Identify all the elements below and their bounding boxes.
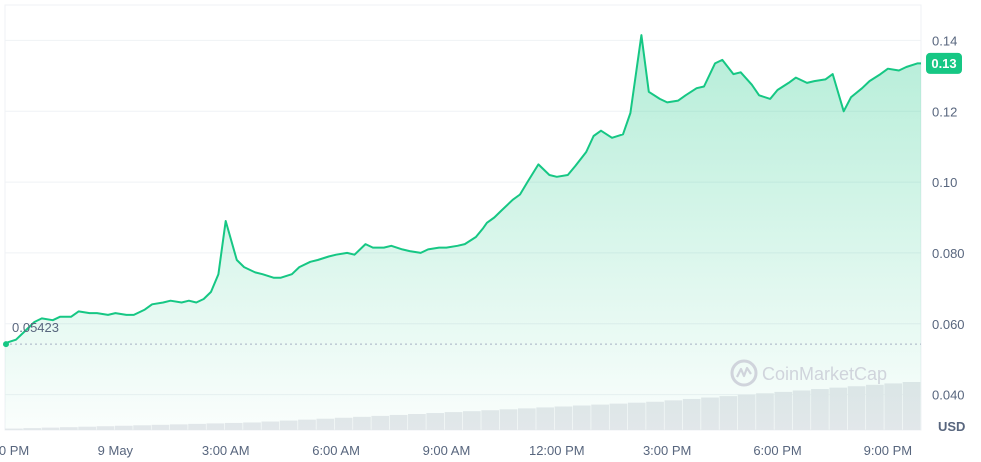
start-value-label: 0.05423 — [12, 320, 59, 335]
coinmarketcap-logo-wave-icon — [736, 366, 752, 378]
current-price-label: 0.13 — [931, 56, 956, 71]
y-tick-label: 0.080 — [932, 246, 965, 261]
x-tick-label: 3:00 PM — [643, 443, 691, 458]
y-tick-label: 0.14 — [932, 33, 957, 48]
start-marker: 0.05423 — [12, 320, 59, 335]
price-line — [4, 34, 921, 345]
y-tick-label: 0.12 — [932, 104, 957, 119]
line-layer — [4, 34, 921, 345]
x-tick-label: 6:00 AM — [312, 443, 360, 458]
y-tick-label: 0.060 — [932, 317, 965, 332]
y-tick-label: 0.10 — [932, 175, 957, 190]
x-tick-label: 6:00 PM — [753, 443, 801, 458]
price-area — [5, 35, 921, 430]
x-tick-label: 9:00 AM — [423, 443, 471, 458]
coinmarketcap-watermark: CoinMarketCap — [730, 359, 887, 387]
x-tick-label: 12:00 PM — [529, 443, 585, 458]
watermark-text: CoinMarketCap — [762, 364, 887, 384]
y-axis: 0.040 0.060 0.080 0.10 0.12 0.14 — [932, 33, 965, 402]
current-price-badge: 0.13 — [926, 52, 962, 74]
x-tick-label: 9:00 PM — [864, 443, 912, 458]
x-tick-label: 3:00 AM — [202, 443, 250, 458]
y-unit-label: USD — [938, 419, 965, 434]
y-tick-label: 0.040 — [932, 388, 965, 403]
area-layer — [5, 35, 921, 430]
coinmarketcap-logo-icon — [730, 359, 758, 387]
x-tick-label: 9:00 PM — [0, 443, 29, 458]
x-tick-label: 9 May — [98, 443, 134, 458]
current-price-badge-bg — [926, 52, 962, 74]
x-axis: 9:00 PM 9 May 3:00 AM 6:00 AM 9:00 AM 12:00 P… — [0, 443, 912, 458]
